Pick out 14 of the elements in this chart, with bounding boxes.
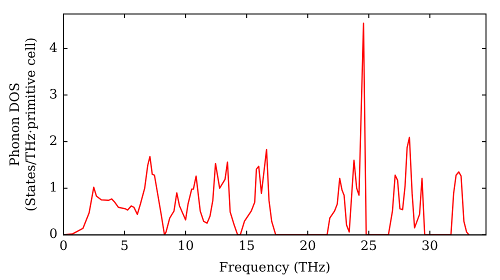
x-axis-title: Frequency (THz) bbox=[219, 260, 330, 276]
x-tick-label: 25 bbox=[360, 238, 378, 254]
x-tick-label: 20 bbox=[299, 238, 316, 254]
y-tick-label: 1 bbox=[49, 180, 58, 196]
x-tick-label: 15 bbox=[238, 238, 255, 254]
y-tick-label: 3 bbox=[49, 87, 58, 102]
x-tick-label: 30 bbox=[422, 238, 438, 254]
y-tick-label: 4 bbox=[49, 40, 58, 56]
y-tick-label: 2 bbox=[49, 134, 58, 150]
y-axis-title: Phonon DOS (States/THz·primitive cell) bbox=[8, 37, 39, 212]
y-tick-label: 0 bbox=[49, 227, 58, 242]
x-tick-label: 10 bbox=[177, 238, 194, 254]
x-tick-label: 5 bbox=[120, 238, 129, 254]
x-tick-label: 0 bbox=[59, 238, 68, 254]
